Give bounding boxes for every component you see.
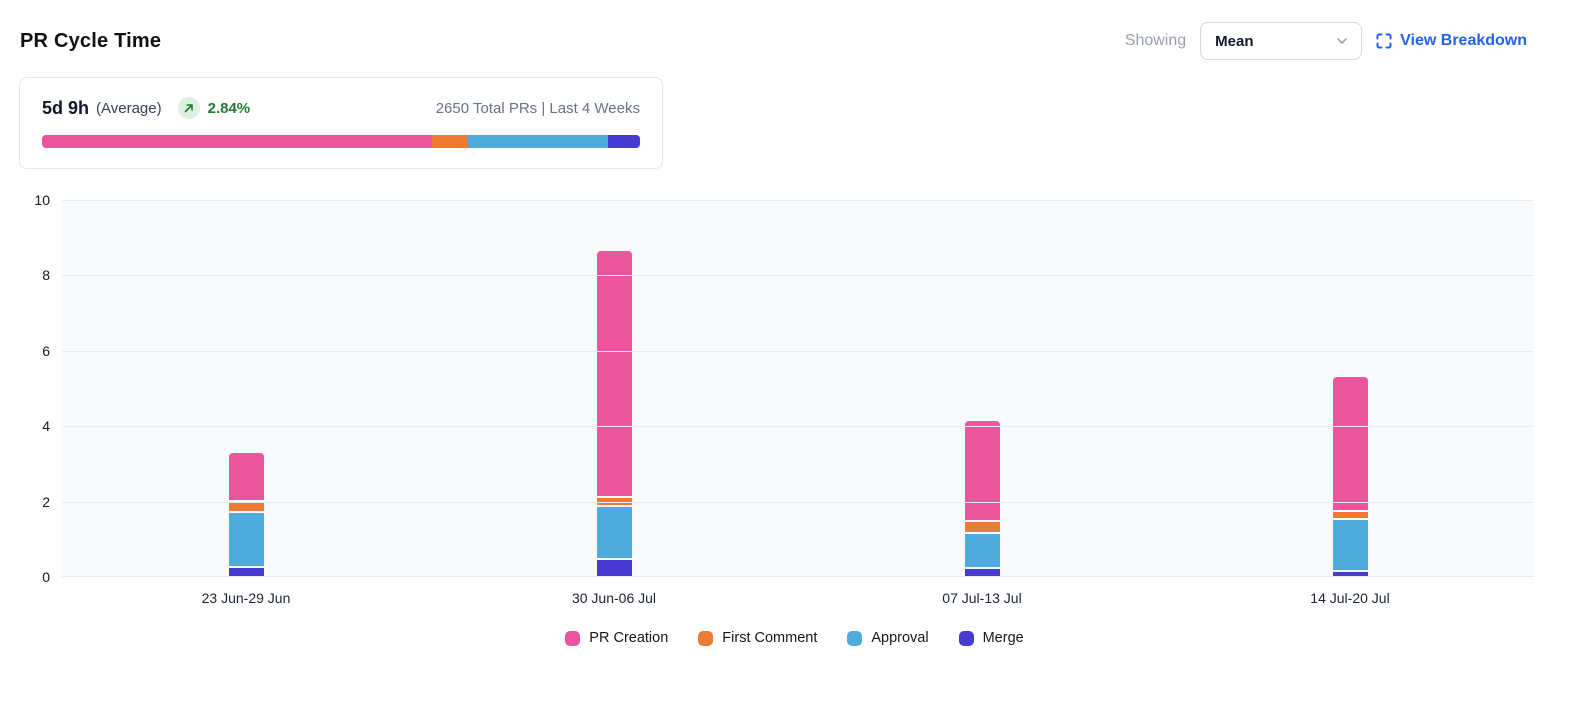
bar-23-jun-29-jun[interactable] bbox=[228, 452, 264, 577]
y-tick-label-4: 4 bbox=[42, 418, 50, 435]
header-controls: Showing Mean View Breakdown bbox=[1125, 22, 1527, 60]
bar-segment-first-comment-14-jul-20-jul[interactable] bbox=[1332, 512, 1368, 519]
x-tick-label-07-jul-13-jul: 07 Jul-13 Jul bbox=[942, 590, 1022, 606]
metric-select[interactable]: Mean bbox=[1200, 22, 1363, 60]
bar-slot-14-jul-20-jul bbox=[1166, 200, 1534, 577]
cycle-distribution-bar bbox=[42, 135, 640, 148]
view-breakdown-button[interactable]: View Breakdown bbox=[1376, 32, 1527, 50]
bar-segment-pr-creation-23-jun-29-jun[interactable] bbox=[228, 452, 264, 500]
y-tick-label-2: 2 bbox=[42, 493, 50, 510]
metric-select-value: Mean bbox=[1215, 32, 1254, 50]
summary-row: 5d 9h (Average) 2.84% 2650 Total PRs | L… bbox=[42, 97, 640, 119]
bar-segment-approval-30-jun-06-jul[interactable] bbox=[596, 507, 632, 559]
legend-swatch-first-comment bbox=[698, 630, 714, 646]
bar-segment-merge-23-jun-29-jun[interactable] bbox=[228, 567, 264, 577]
bar-slot-07-jul-13-jul bbox=[798, 200, 1166, 577]
y-tick-label-6: 6 bbox=[42, 342, 50, 359]
bar-segment-pr-creation-30-jun-06-jul[interactable] bbox=[596, 250, 632, 496]
legend-label-pr-creation: PR Creation bbox=[589, 630, 669, 646]
gridline-y-8 bbox=[62, 275, 1534, 277]
legend: PR Creation First Comment Approval Merge bbox=[0, 630, 1589, 646]
x-tick-label-30-jun-06-jul: 30 Jun-06 Jul bbox=[571, 590, 657, 606]
chart: 0 2 4 6 8 10 23 Jun-29 Jun 30 Jun-06 Jul 07 Jul… bbox=[0, 192, 1589, 646]
bar-segment-merge-14-jul-20-jul[interactable] bbox=[1332, 572, 1368, 577]
summary-meta: 2650 Total PRs | Last 4 Weeks bbox=[435, 99, 640, 117]
legend-swatch-approval bbox=[847, 630, 863, 646]
legend-item-merge[interactable]: Merge bbox=[958, 630, 1024, 646]
legend-item-approval[interactable]: Approval bbox=[847, 630, 929, 646]
bars-layer bbox=[62, 200, 1534, 577]
distribution-segment-first-comment bbox=[432, 135, 468, 148]
bar-slot-30-jun-06-jul bbox=[430, 200, 798, 577]
distribution-segment-merge bbox=[608, 135, 640, 148]
expand-icon bbox=[1376, 33, 1392, 49]
plot-area bbox=[62, 200, 1534, 577]
bar-segment-first-comment-30-jun-06-jul[interactable] bbox=[596, 497, 632, 506]
gridline-y-10 bbox=[62, 200, 1534, 201]
bar-14-jul-20-jul[interactable] bbox=[1332, 377, 1368, 577]
average-cycle-time-value: 5d 9h bbox=[42, 97, 90, 118]
y-tick-label-8: 8 bbox=[42, 267, 50, 284]
trend-up-icon bbox=[177, 97, 200, 119]
legend-label-first-comment: First Comment bbox=[722, 630, 818, 646]
y-tick-label-0: 0 bbox=[42, 569, 50, 585]
bar-segment-merge-07-jul-13-jul[interactable] bbox=[964, 569, 1000, 577]
bar-slot-23-jun-29-jun bbox=[62, 200, 430, 577]
bar-07-jul-13-jul[interactable] bbox=[964, 420, 1000, 577]
distribution-segment-pr-creation bbox=[42, 135, 433, 148]
distribution-segment-approval bbox=[467, 135, 609, 148]
page-title: PR Cycle Time bbox=[20, 29, 162, 52]
x-axis: 23 Jun-29 Jun 30 Jun-06 Jul 07 Jul-13 Jul 1… bbox=[62, 590, 1534, 606]
legend-label-approval: Approval bbox=[871, 630, 929, 646]
x-tick-label-14-jul-20-jul: 14 Jul-20 Jul bbox=[1310, 590, 1390, 606]
bar-segment-approval-23-jun-29-jun[interactable] bbox=[228, 512, 264, 566]
gridline-y-2 bbox=[62, 501, 1534, 503]
gridline-y-0 bbox=[62, 576, 1534, 577]
legend-swatch-pr-creation bbox=[565, 630, 581, 646]
gridline-y-6 bbox=[62, 350, 1534, 352]
summary-card: 5d 9h (Average) 2.84% 2650 Total PRs | L… bbox=[19, 77, 663, 169]
trend-percent: 2.84% bbox=[207, 99, 251, 117]
average-label: (Average) bbox=[96, 99, 162, 117]
gridline-y-4 bbox=[62, 426, 1534, 428]
legend-swatch-merge bbox=[958, 630, 974, 646]
chevron-down-icon bbox=[1335, 34, 1349, 48]
header: PR Cycle Time Showing Mean View Breakdow… bbox=[0, 0, 1589, 60]
bar-30-jun-06-jul[interactable] bbox=[596, 250, 632, 577]
bar-segment-first-comment-07-jul-13-jul[interactable] bbox=[964, 522, 1000, 532]
bar-segment-approval-14-jul-20-jul[interactable] bbox=[1332, 520, 1368, 571]
bar-segment-pr-creation-14-jul-20-jul[interactable] bbox=[1332, 377, 1368, 511]
legend-item-pr-creation[interactable]: PR Creation bbox=[565, 630, 668, 646]
x-tick-label-23-jun-29-jun: 23 Jun-29 Jun bbox=[201, 590, 291, 606]
bar-segment-pr-creation-07-jul-13-jul[interactable] bbox=[964, 420, 1000, 521]
bar-segment-approval-07-jul-13-jul[interactable] bbox=[964, 533, 1000, 568]
view-breakdown-label: View Breakdown bbox=[1400, 32, 1527, 49]
bar-segment-first-comment-23-jun-29-jun[interactable] bbox=[228, 501, 264, 511]
bar-segment-merge-30-jun-06-jul[interactable] bbox=[596, 560, 632, 577]
legend-label-merge: Merge bbox=[982, 630, 1024, 646]
showing-label: Showing bbox=[1124, 32, 1187, 49]
legend-item-first-comment[interactable]: First Comment bbox=[698, 630, 817, 646]
y-axis: 0 2 4 6 8 10 bbox=[0, 192, 50, 585]
y-tick-label-10: 10 bbox=[34, 192, 50, 208]
